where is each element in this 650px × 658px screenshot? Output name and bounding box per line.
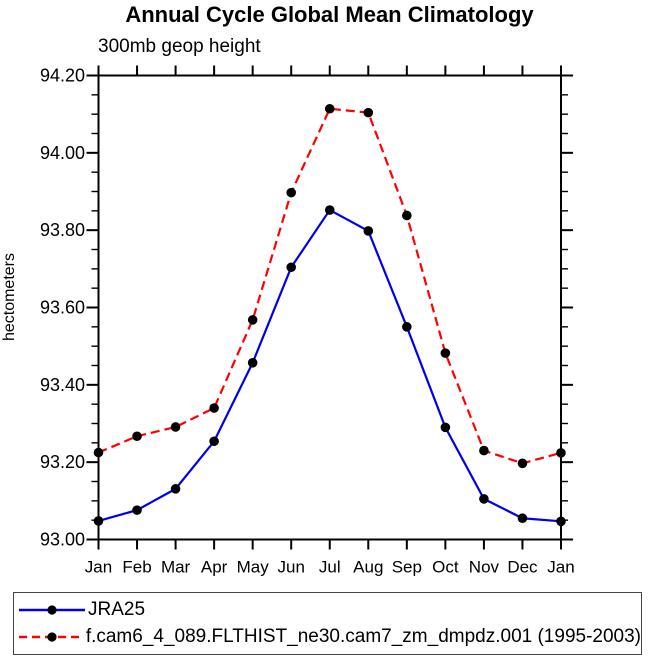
svg-text:93.60: 93.60 [40, 298, 85, 318]
svg-text:93.80: 93.80 [40, 220, 85, 240]
svg-text:Nov: Nov [469, 558, 500, 577]
svg-text:Aug: Aug [353, 558, 383, 577]
chart-canvas: 93.00 93.20 93.40 93.60 93.80 94.00 94.20 Jan Fe… [40, 65, 575, 577]
legend-swatch-solid-line-dot-icon [19, 605, 85, 615]
svg-text:Oct: Oct [432, 558, 459, 577]
axes [86, 65, 573, 550]
svg-text:May: May [237, 558, 270, 577]
legend-item-jra25: JRA25 [14, 597, 641, 624]
series-jra25 [93, 205, 566, 527]
svg-text:94.00: 94.00 [40, 143, 85, 163]
svg-text:Feb: Feb [122, 558, 151, 577]
svg-text:93.20: 93.20 [40, 452, 85, 472]
svg-text:94.20: 94.20 [40, 66, 85, 86]
svg-text:Jan: Jan [547, 558, 574, 577]
svg-text:Mar: Mar [161, 558, 191, 577]
svg-text:Sep: Sep [392, 558, 422, 577]
legend-label: f.cam6_4_089.FLTHIST_ne30.cam7_zm_dmpdz.… [85, 626, 641, 647]
chart-subtitle: 300mb geop height [98, 36, 261, 57]
legend-label: JRA25 [88, 599, 146, 620]
svg-text:Jan: Jan [85, 558, 112, 577]
legend-box: JRA25 f.cam6_4_089.FLTHIST_ne30.cam7_zm_… [13, 592, 642, 655]
legend-swatch-dashed-line-dot-icon [19, 632, 83, 642]
svg-text:Jul: Jul [319, 558, 341, 577]
svg-text:Jun: Jun [277, 558, 304, 577]
svg-text:Apr: Apr [201, 558, 228, 577]
svg-text:Dec: Dec [507, 558, 538, 577]
svg-text:93.40: 93.40 [40, 375, 85, 395]
series-f-cam6-4-089-flthist-ne30-cam7-zm-dmpdz-001-1995-2003- [93, 103, 566, 469]
legend-item-cam-run: f.cam6_4_089.FLTHIST_ne30.cam7_zm_dmpdz.… [14, 624, 641, 651]
svg-text:93.00: 93.00 [40, 530, 85, 550]
chart-title: Annual Cycle Global Mean Climatology [125, 2, 534, 27]
